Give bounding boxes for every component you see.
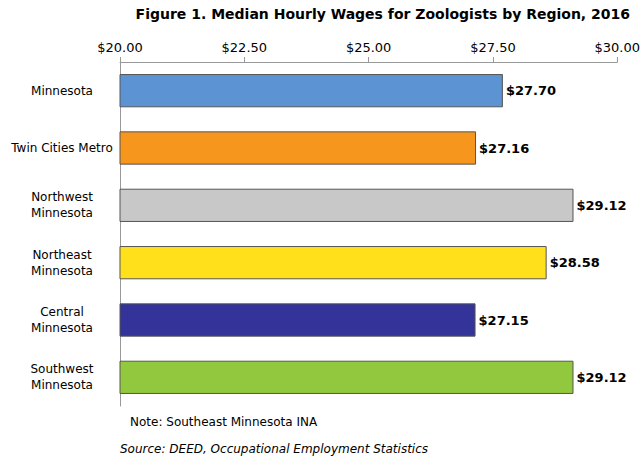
svg-text:$30.00: $30.00 xyxy=(595,40,641,55)
svg-text:Minnesota: Minnesota xyxy=(31,321,93,335)
svg-text:$28.58: $28.58 xyxy=(550,255,600,270)
svg-text:$20.00: $20.00 xyxy=(97,40,143,55)
svg-text:$27.16: $27.16 xyxy=(479,141,529,156)
svg-text:Central: Central xyxy=(40,305,84,319)
svg-text:Figure 1. Median Hourly Wages: Figure 1. Median Hourly Wages for Zoolog… xyxy=(136,6,630,22)
svg-text:$29.12: $29.12 xyxy=(576,198,626,213)
svg-text:Northwest: Northwest xyxy=(31,190,93,204)
svg-text:Southwest: Southwest xyxy=(30,362,93,376)
svg-text:$27.15: $27.15 xyxy=(479,313,529,328)
svg-text:Note: Southeast Minnesota INA: Note: Southeast Minnesota INA xyxy=(130,415,318,429)
svg-text:$29.12: $29.12 xyxy=(576,370,626,385)
svg-text:Twin Cities Metro: Twin Cities Metro xyxy=(10,141,113,155)
svg-text:$27.70: $27.70 xyxy=(506,83,556,98)
svg-text:$22.50: $22.50 xyxy=(222,40,267,55)
svg-text:$25.00: $25.00 xyxy=(346,40,392,55)
svg-text:$27.50: $27.50 xyxy=(470,40,515,55)
svg-text:Northeast: Northeast xyxy=(32,248,92,262)
svg-text:Source: DEED, Occupational Emp: Source: DEED, Occupational Employment St… xyxy=(120,442,428,456)
svg-text:Minnesota: Minnesota xyxy=(31,206,93,220)
svg-text:Minnesota: Minnesota xyxy=(31,378,93,392)
svg-text:Minnesota: Minnesota xyxy=(31,84,93,98)
svg-text:Minnesota: Minnesota xyxy=(31,264,93,278)
